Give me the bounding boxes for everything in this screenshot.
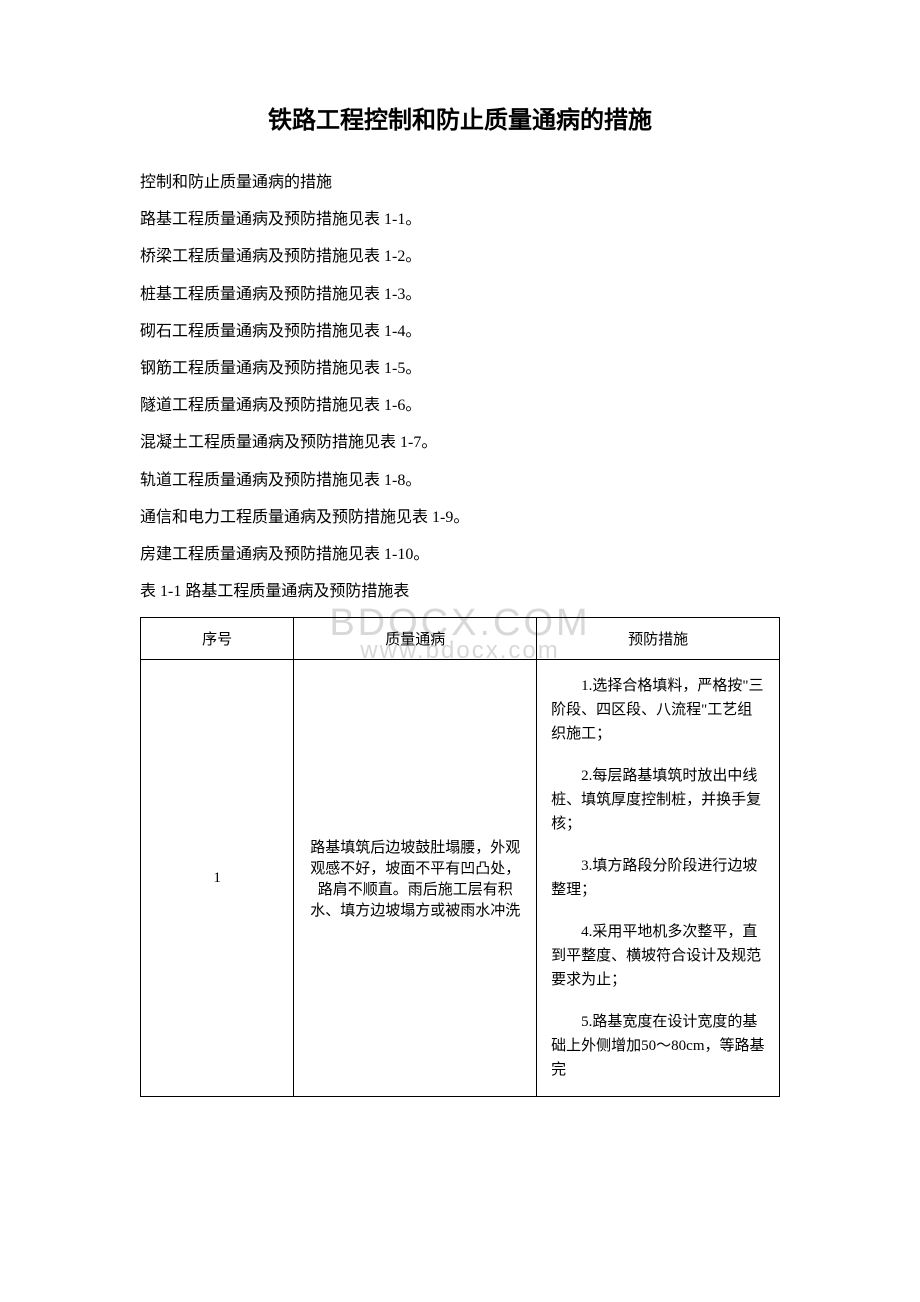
intro-line: 砌石工程质量通病及预防措施见表 1-4。 [140, 314, 780, 349]
intro-line: 桩基工程质量通病及预防措施见表 1-3。 [140, 277, 780, 312]
intro-line: 混凝土工程质量通病及预防措施见表 1-7。 [140, 425, 780, 460]
measure-item: 1.选择合格填料，严格按"三阶段、四区段、八流程"工艺组织施工； [551, 674, 765, 746]
header-measure: 预防措施 [537, 618, 780, 660]
table-row: 1 路基填筑后边坡鼓肚塌腰，外观观感不好，坡面不平有凹凸处，路肩不顺直。雨后施工… [141, 660, 780, 1097]
header-defect: 质量通病 [294, 618, 537, 660]
measure-item: 2.每层路基填筑时放出中线桩、填筑厚度控制桩，并换手复核； [551, 764, 765, 836]
intro-line: 控制和防止质量通病的措施 [140, 165, 780, 200]
intro-line: 通信和电力工程质量通病及预防措施见表 1-9。 [140, 500, 780, 535]
defect-table: 序号 质量通病 预防措施 1 路基填筑后边坡鼓肚塌腰，外观观感不好，坡面不平有凹… [140, 617, 780, 1097]
table-header-row: 序号 质量通病 预防措施 [141, 618, 780, 660]
cell-defect: 路基填筑后边坡鼓肚塌腰，外观观感不好，坡面不平有凹凸处，路肩不顺直。雨后施工层有… [294, 660, 537, 1097]
intro-line: 桥梁工程质量通病及预防措施见表 1-2。 [140, 239, 780, 274]
header-seq: 序号 [141, 618, 294, 660]
intro-line: 隧道工程质量通病及预防措施见表 1-6。 [140, 388, 780, 423]
document-title: 铁路工程控制和防止质量通病的措施 [140, 100, 780, 135]
cell-measures: 1.选择合格填料，严格按"三阶段、四区段、八流程"工艺组织施工； 2.每层路基填… [537, 660, 780, 1097]
measure-item: 4.采用平地机多次整平，直到平整度、横坡符合设计及规范要求为止； [551, 920, 765, 992]
measure-item: 3.填方路段分阶段进行边坡整理； [551, 854, 765, 902]
table-caption: 表 1-1 路基工程质量通病及预防措施表 [140, 574, 780, 609]
document-content: 铁路工程控制和防止质量通病的措施 控制和防止质量通病的措施 路基工程质量通病及预… [140, 100, 780, 1097]
intro-line: 路基工程质量通病及预防措施见表 1-1。 [140, 202, 780, 237]
measure-item: 5.路基宽度在设计宽度的基础上外侧增加50～80cm，等路基完 [551, 1010, 765, 1082]
cell-seq: 1 [141, 660, 294, 1097]
intro-line: 钢筋工程质量通病及预防措施见表 1-5。 [140, 351, 780, 386]
intro-line: 轨道工程质量通病及预防措施见表 1-8。 [140, 463, 780, 498]
intro-line: 房建工程质量通病及预防措施见表 1-10。 [140, 537, 780, 572]
